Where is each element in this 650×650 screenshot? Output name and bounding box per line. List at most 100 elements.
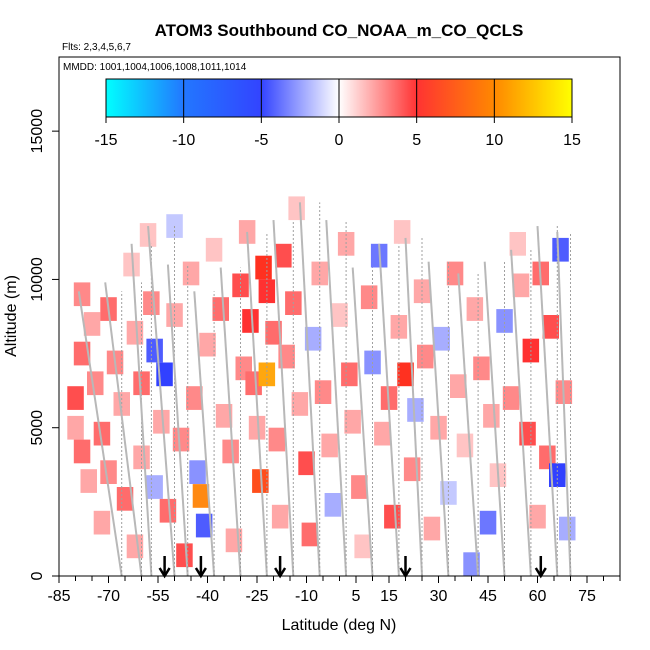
heatmap-cell [288, 196, 305, 221]
heatmap-cell [552, 237, 569, 262]
heatmap-cell [100, 460, 117, 484]
profile-trace [193, 291, 216, 577]
heatmap-cell [344, 409, 361, 434]
heatmap-cell [446, 261, 464, 286]
heatmap-cell [407, 398, 424, 422]
heatmap-cell [245, 371, 262, 396]
heatmap-cell [311, 261, 328, 286]
x-tick-label: 45 [479, 588, 497, 605]
profile-trace [298, 202, 321, 577]
x-tick-label: -25 [245, 588, 268, 605]
heatmap-cell [242, 309, 259, 333]
heatmap-cell [123, 252, 140, 277]
y-axis-label: Altitude (m) [3, 275, 20, 357]
y-axis: 0 5000 10000 15000 [29, 57, 60, 580]
x-tick-label: 15 [380, 588, 398, 605]
heatmap-cell [291, 392, 309, 416]
heatmap-cell [374, 421, 391, 446]
profile-trace [427, 261, 450, 577]
profile-trace [457, 273, 480, 577]
heatmap-cell [314, 380, 332, 404]
heatmap-cell [186, 386, 203, 410]
heatmap-cell [559, 516, 576, 541]
y-tick-label: 15000 [29, 109, 46, 154]
x-tick-label: -70 [97, 588, 120, 605]
colorbar-ticks: -15 -10 -5 0 5 10 15 [94, 117, 581, 149]
colorbar: -15 -10 -5 0 5 10 15 [94, 78, 581, 149]
heatmap-cell [509, 232, 526, 256]
colorbar-dividers [183, 79, 495, 117]
heatmap-cell [502, 386, 520, 410]
x-tick-label: 30 [430, 588, 448, 605]
heatmap-cell [512, 273, 530, 298]
x-tick-label: 60 [529, 588, 547, 605]
heatmap-cell [159, 498, 177, 523]
y-tick-label: 0 [29, 571, 46, 580]
heatmap-cell [146, 338, 163, 363]
heatmap-cell [384, 504, 401, 529]
heatmap-cell [450, 374, 467, 398]
heatmap-cell [215, 404, 233, 428]
heatmap-cell [153, 409, 170, 434]
heatmap-cell [542, 315, 559, 339]
profile-trace [272, 220, 295, 577]
profile-trace [219, 267, 242, 577]
heatmap-cell [304, 326, 322, 351]
profile-trace [378, 243, 400, 577]
heatmap-cell [479, 510, 497, 535]
heatmap-cell [73, 282, 91, 307]
heatmap-cell [248, 415, 266, 440]
heatmap-cell [172, 427, 190, 452]
profile-trace [404, 237, 423, 577]
heatmap-cell [133, 445, 150, 470]
heatmap-cell [195, 513, 213, 538]
heatmap-cell [189, 460, 206, 484]
heatmap-cell [351, 475, 368, 499]
heatmap-cell [232, 273, 249, 298]
heatmap-cell [433, 326, 450, 351]
heatmap-cell [278, 344, 295, 369]
profile-trace [130, 243, 153, 577]
heatmap-cell [93, 421, 111, 446]
profile-trace [325, 220, 348, 577]
heatmap-cell [83, 312, 101, 336]
heatmap-cell [321, 433, 338, 458]
heatmap-cell [463, 552, 480, 576]
heatmap-cell [199, 332, 216, 357]
heatmap-cell [67, 386, 84, 410]
profile-trace [147, 225, 176, 577]
x-axis: -85 -70 -55 -40 -25 -10 5 15 30 45 60 75 [47, 575, 621, 605]
colorbar-tick-label: -15 [94, 132, 117, 149]
heatmap-cell [182, 261, 200, 286]
heatmap-cell [275, 243, 292, 268]
colorbar-tick-label: -5 [254, 132, 268, 149]
colorbar-tick-label: 15 [563, 132, 581, 149]
heatmap-cell [483, 404, 500, 428]
y-tick-label: 5000 [29, 410, 46, 446]
heatmap-cell [222, 439, 239, 464]
heatmap-cell [73, 439, 91, 464]
heatmap-cell [146, 475, 163, 499]
heatmap-cell [93, 510, 111, 535]
chart-title: ATOM3 Southbound CO_NOAA_m_CO_QCLS [155, 21, 524, 40]
heatmap-cell [466, 297, 484, 321]
heatmap-cell [423, 516, 441, 541]
heatmap-cell [252, 469, 269, 493]
heatmap-cell [298, 451, 315, 476]
heatmap-cell [192, 484, 210, 508]
heatmap-cell [116, 487, 134, 511]
x-tick-label: -85 [47, 588, 70, 605]
heatmap-cell [393, 220, 411, 244]
heatmap-cell [529, 504, 546, 529]
profile-trace [166, 264, 189, 577]
heatmap-cell [496, 309, 513, 333]
heatmap-cell [126, 534, 144, 559]
profile-trace [536, 225, 559, 577]
profile-trace [510, 249, 532, 577]
heatmap-cell [268, 427, 286, 452]
heatmap-cell [255, 255, 272, 280]
profile-trace [483, 261, 506, 577]
heatmap-cell [67, 415, 84, 440]
x-axis-label: Latitude (deg N) [282, 617, 397, 634]
